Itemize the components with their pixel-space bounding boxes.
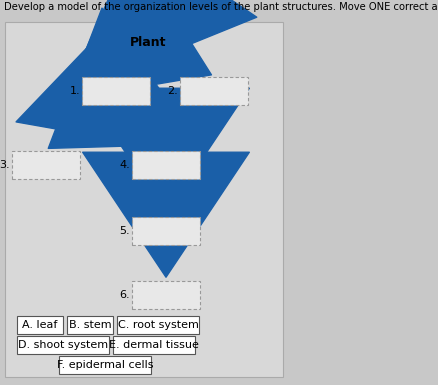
Text: C. root system: C. root system (117, 320, 198, 330)
Text: 3.: 3. (0, 160, 10, 170)
Text: A. leaf: A. leaf (22, 320, 57, 330)
Text: 1.: 1. (69, 86, 80, 96)
Text: Develop a model of the organization levels of the plant structures. Move ONE cor: Develop a model of the organization leve… (4, 2, 438, 12)
FancyBboxPatch shape (132, 217, 200, 245)
Text: Plant: Plant (130, 37, 166, 50)
FancyBboxPatch shape (117, 316, 198, 334)
FancyBboxPatch shape (67, 316, 113, 334)
Text: 5.: 5. (119, 226, 130, 236)
FancyBboxPatch shape (132, 281, 200, 309)
FancyBboxPatch shape (17, 316, 63, 334)
FancyBboxPatch shape (17, 336, 109, 354)
Text: F. epidermal cells: F. epidermal cells (57, 360, 153, 370)
FancyBboxPatch shape (12, 151, 80, 179)
FancyBboxPatch shape (59, 356, 151, 374)
Text: 4.: 4. (119, 160, 130, 170)
FancyBboxPatch shape (180, 77, 247, 105)
FancyBboxPatch shape (113, 336, 194, 354)
FancyBboxPatch shape (5, 22, 283, 377)
Text: 6.: 6. (119, 290, 130, 300)
Text: 2.: 2. (167, 86, 177, 96)
Text: B. stem: B. stem (68, 320, 111, 330)
Text: E. dermal tissue: E. dermal tissue (109, 340, 198, 350)
FancyBboxPatch shape (82, 77, 150, 105)
Text: D. shoot system: D. shoot system (18, 340, 108, 350)
FancyBboxPatch shape (132, 151, 200, 179)
